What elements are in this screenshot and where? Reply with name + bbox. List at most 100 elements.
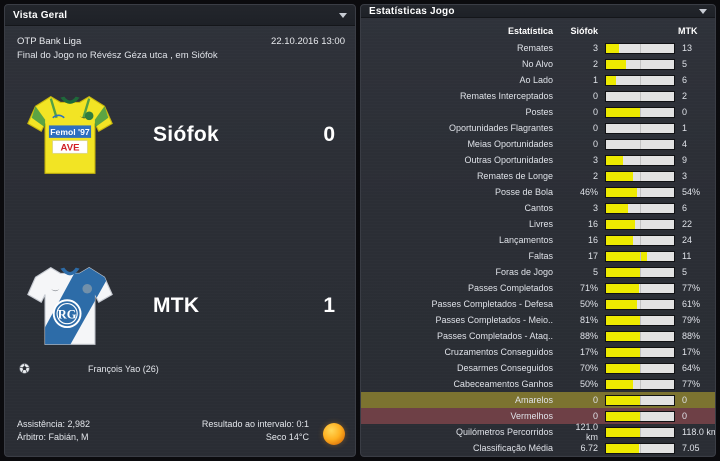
stats-row: Oportunidades Flagrantes 0 1 — [361, 120, 715, 136]
stats-table-header: Estatística Siófok MTK — [361, 21, 715, 40]
col-header-statistic: Estatística — [507, 25, 553, 36]
stats-row: Outras Oportunidades 3 9 — [361, 152, 715, 168]
stat-home-value: 3 — [592, 155, 598, 165]
stat-bar-fill — [606, 155, 623, 165]
stats-row: Ao Lado 1 6 — [361, 72, 715, 88]
stat-comparison-bar — [605, 442, 675, 454]
stat-label: Desarmes Conseguidos — [456, 363, 553, 373]
stats-row: Cruzamentos Conseguidos 17% 17% — [361, 344, 715, 360]
stat-bar-cell — [605, 330, 675, 342]
chevron-down-icon[interactable] — [699, 8, 707, 14]
stats-row: Passes Completados - Meio.. 81% 79% — [361, 312, 715, 328]
away-team-name: MTK — [153, 294, 200, 317]
stat-home-value: 71% — [579, 283, 598, 293]
stat-bar-fill — [606, 347, 640, 357]
match-stats-panel: Estatísticas Jogo Estatística Siófok MTK… — [360, 4, 716, 457]
stat-bar-cell — [605, 282, 675, 294]
stat-bar-cell — [605, 362, 675, 374]
stat-bar-midline — [640, 251, 641, 261]
stat-away-value: 5 — [682, 59, 688, 69]
stat-bar-midline — [640, 59, 641, 69]
stat-bar-fill — [606, 379, 633, 389]
match-footer-left: Assistência: 2,982 Árbitro: Fabián, M — [17, 418, 90, 444]
stat-bar-fill — [606, 219, 635, 229]
stat-bar-fill — [606, 251, 648, 261]
stats-row: Posse de Bola 46% 54% — [361, 184, 715, 200]
stat-label: Cantos — [524, 203, 553, 213]
stat-away-value: 6 — [682, 75, 688, 85]
football-goal-icon — [19, 363, 30, 374]
stat-home-value: 46% — [579, 187, 598, 197]
stat-bar-cell — [605, 394, 675, 406]
stat-label: Oportunidades Flagrantes — [448, 123, 553, 133]
stat-comparison-bar — [605, 410, 675, 422]
match-stats-panel-title: Estatísticas Jogo — [369, 5, 455, 17]
stat-bar-cell — [605, 250, 675, 262]
home-team-name: Siófok — [153, 123, 219, 146]
sun-icon — [323, 423, 345, 445]
goal-scorer-name: François Yao (26) — [88, 363, 159, 374]
stat-comparison-bar — [605, 250, 675, 262]
venue-label: Final do Jogo no Révész Géza utca , em S… — [17, 50, 218, 61]
stat-label: Passes Completados - Ataq.. — [436, 331, 553, 341]
home-kit-wrap: Femol '97 AVE — [5, 89, 135, 181]
stats-row: No Alvo 2 5 — [361, 56, 715, 72]
stat-bar-midline — [640, 187, 641, 197]
stat-home-value: 3 — [592, 43, 598, 53]
stat-bar-midline — [640, 331, 641, 341]
stats-row: Classificação Média 6.72 7.05 — [361, 440, 715, 456]
stat-bar-cell — [605, 442, 675, 454]
stat-away-value: 7.05 — [682, 443, 700, 453]
stats-row: Cabeceamentos Ganhos 50% 77% — [361, 376, 715, 392]
stat-label: Remates — [516, 43, 553, 53]
stats-row: Lançamentos 16 24 — [361, 232, 715, 248]
stat-label: Foras de Jogo — [495, 267, 553, 277]
stats-row: Vermelhos 0 0 — [361, 408, 715, 424]
stat-bar-midline — [640, 379, 641, 389]
stat-home-value: 16 — [587, 219, 598, 229]
stat-label: Cabeceamentos Ganhos — [453, 379, 553, 389]
goal-scorer-row: François Yao (26) — [19, 363, 159, 374]
stat-bar-fill — [606, 299, 637, 309]
home-team-row: Femol '97 AVE Siófok 0 — [5, 80, 355, 190]
stats-row: Passes Completados 71% 77% — [361, 280, 715, 296]
stats-row: Livres 16 22 — [361, 216, 715, 232]
stat-away-value: 5 — [682, 267, 688, 277]
match-stats-table: Estatística Siófok MTK Remates 3 13 No Alvo… — [361, 18, 715, 456]
stat-bar-fill — [606, 315, 641, 325]
kickoff-datetime: 22.10.2016 13:00 — [271, 36, 345, 47]
stat-bar-midline — [640, 315, 641, 325]
overview-panel-header: Vista Geral — [5, 5, 355, 26]
stat-home-value: 70% — [579, 363, 598, 373]
stat-label: Ao Lado — [519, 75, 553, 85]
svg-text:RG: RG — [58, 307, 77, 321]
stat-label: Posse de Bola — [494, 187, 553, 197]
stat-bar-midline — [640, 203, 641, 213]
stat-home-value: 0 — [592, 395, 598, 405]
stat-bar-cell — [605, 90, 675, 102]
stat-bar-midline — [640, 171, 641, 181]
stat-label: Remates de Longe — [476, 171, 553, 181]
stat-comparison-bar — [605, 266, 675, 278]
stat-comparison-bar — [605, 154, 675, 166]
stat-bar-fill — [606, 107, 640, 117]
stat-away-value: 22 — [682, 219, 693, 229]
stat-away-value: 79% — [682, 315, 701, 325]
stat-home-value: 0 — [592, 91, 598, 101]
stat-label: No Alvo — [521, 59, 553, 69]
stat-bar-midline — [640, 347, 641, 357]
stat-label: Cruzamentos Conseguidos — [444, 347, 553, 357]
match-meta: OTP Bank Liga 22.10.2016 13:00 — [17, 36, 345, 47]
stat-bar-cell — [605, 298, 675, 310]
chevron-down-icon[interactable] — [339, 12, 347, 18]
stat-bar-midline — [640, 299, 641, 309]
stat-comparison-bar — [605, 58, 675, 70]
stat-comparison-bar — [605, 394, 675, 406]
stat-bar-fill — [606, 395, 640, 405]
away-team-row: RG MTK 1 — [5, 251, 355, 361]
stat-label: Passes Completados — [467, 283, 553, 293]
stat-bar-cell — [605, 202, 675, 214]
stat-comparison-bar — [605, 346, 675, 358]
stats-row: Postes 0 0 — [361, 104, 715, 120]
stat-comparison-bar — [605, 282, 675, 294]
